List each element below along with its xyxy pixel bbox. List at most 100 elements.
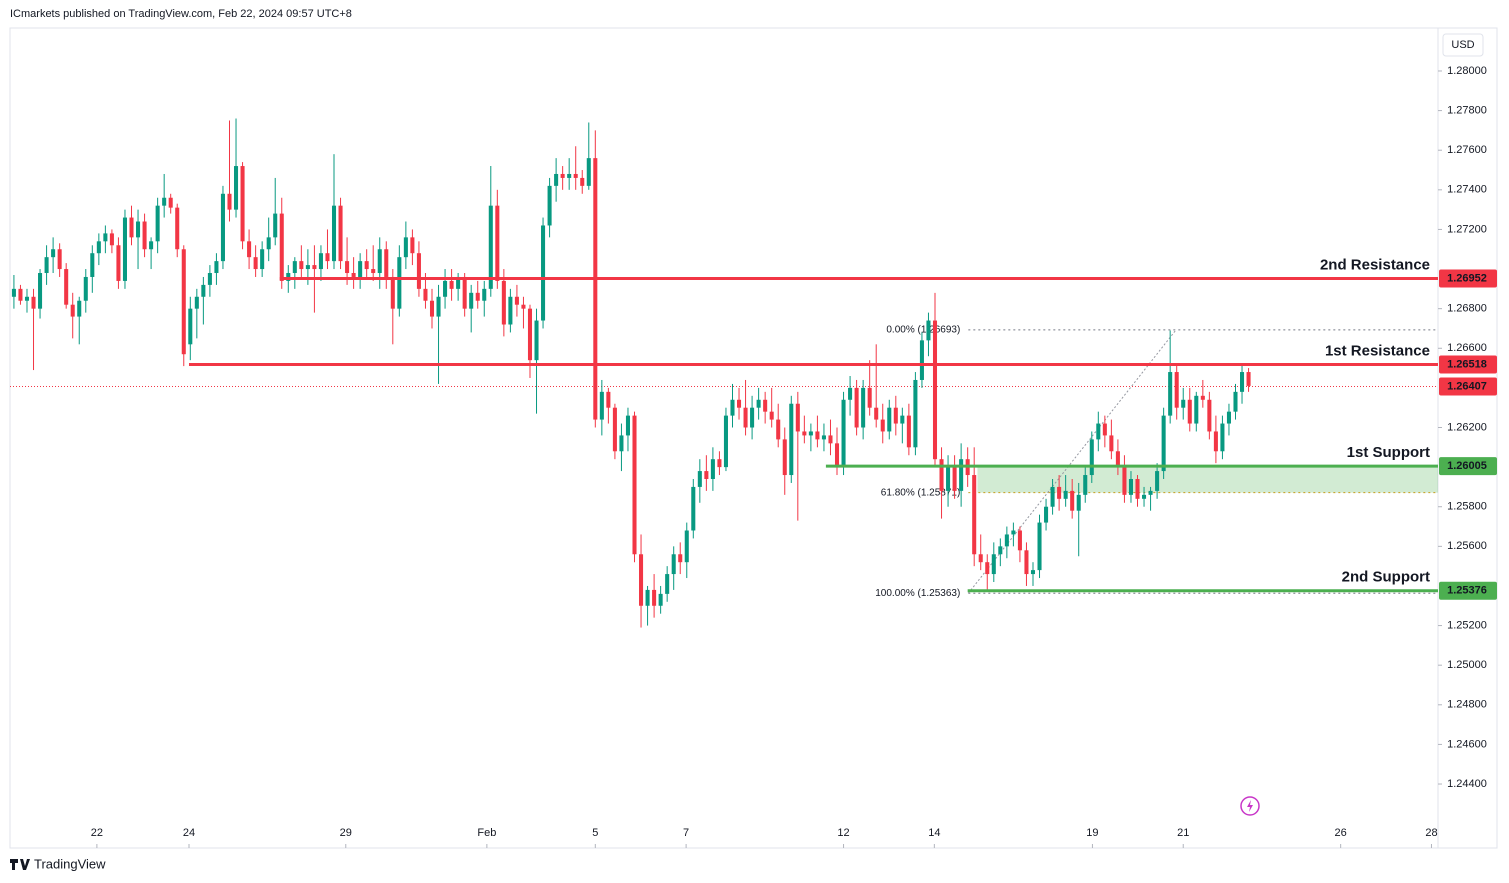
candle-body bbox=[299, 261, 304, 270]
candle-body bbox=[959, 459, 964, 491]
candle-body bbox=[573, 173, 578, 178]
candle-body bbox=[795, 403, 800, 432]
candle-body bbox=[358, 261, 363, 277]
y-tick-label: 1.24400 bbox=[1447, 778, 1487, 790]
candle-body bbox=[710, 459, 715, 479]
candle-body bbox=[560, 173, 565, 178]
candle-body bbox=[390, 276, 395, 309]
candle-body bbox=[488, 205, 493, 289]
fib-label: 0.00% (1.26693) bbox=[886, 324, 960, 335]
candle-body bbox=[1240, 372, 1245, 392]
candle-body bbox=[972, 475, 977, 555]
y-tick-label: 1.26600 bbox=[1447, 342, 1487, 354]
candle-body bbox=[31, 296, 36, 309]
candle-body bbox=[606, 391, 611, 408]
candle-body bbox=[96, 241, 101, 254]
candle-body bbox=[194, 296, 199, 309]
y-tick-label: 1.25800 bbox=[1447, 501, 1487, 513]
candle-body bbox=[952, 467, 957, 491]
candle-body bbox=[599, 391, 604, 420]
candle-body bbox=[253, 257, 258, 270]
candle-body bbox=[318, 253, 323, 270]
candle-body bbox=[834, 443, 840, 468]
candle-body bbox=[469, 292, 474, 309]
candle-body bbox=[887, 407, 892, 432]
candle-body bbox=[44, 257, 49, 274]
candle-body bbox=[1155, 471, 1160, 491]
y-tick-label: 1.24600 bbox=[1447, 738, 1487, 750]
candle-body bbox=[619, 435, 624, 452]
last-price-label: 1.26407 bbox=[1447, 380, 1487, 392]
level-name: 2nd Resistance bbox=[1320, 257, 1430, 274]
y-tick-label: 1.27600 bbox=[1447, 144, 1487, 156]
candle-body bbox=[351, 273, 356, 277]
candle-body bbox=[1207, 399, 1212, 432]
bolt[interactable] bbox=[1247, 800, 1253, 812]
candle-body bbox=[671, 554, 676, 575]
candle-body bbox=[24, 296, 30, 301]
y-tick-label: 1.24800 bbox=[1447, 699, 1487, 711]
bolt-circle[interactable] bbox=[1240, 796, 1260, 816]
candle-body bbox=[1128, 479, 1133, 495]
x-tick-label: 12 bbox=[837, 827, 849, 839]
candle-body bbox=[1083, 475, 1088, 495]
y-tick-label: 1.25000 bbox=[1447, 659, 1487, 671]
candle-body bbox=[90, 253, 95, 277]
candle-body bbox=[103, 233, 108, 242]
y-tick-label: 1.25600 bbox=[1447, 540, 1487, 552]
candle-body bbox=[632, 415, 637, 555]
candle-body bbox=[1213, 431, 1218, 452]
candle-body bbox=[1070, 490, 1075, 511]
currency[interactable]: USD bbox=[1451, 39, 1474, 51]
candle-body bbox=[828, 435, 833, 444]
candle-body bbox=[142, 221, 147, 250]
candle-body bbox=[11, 288, 16, 297]
x-tick-label: 5 bbox=[592, 827, 598, 839]
last-price-box bbox=[1439, 377, 1497, 396]
level-price-box bbox=[1439, 355, 1497, 374]
candle-body bbox=[501, 280, 506, 325]
candle-body bbox=[527, 308, 533, 361]
candle-body bbox=[880, 419, 885, 432]
candle-body bbox=[214, 261, 219, 274]
candle-body bbox=[900, 415, 905, 424]
candle-body bbox=[1050, 486, 1055, 507]
candle-body bbox=[122, 217, 127, 281]
candle-body bbox=[168, 197, 173, 208]
level-price-box bbox=[1439, 457, 1497, 476]
candle-body bbox=[227, 193, 232, 210]
candle-body bbox=[57, 249, 62, 270]
candle-body bbox=[625, 415, 630, 436]
candle-body bbox=[534, 320, 539, 361]
y-tick-label: 1.27400 bbox=[1447, 184, 1487, 196]
candle-body bbox=[554, 173, 559, 186]
candle-body bbox=[1011, 530, 1016, 535]
candle-body bbox=[1122, 467, 1127, 495]
candle-body bbox=[325, 253, 330, 262]
candle-body bbox=[1115, 451, 1120, 468]
candle-body bbox=[1044, 506, 1049, 523]
candle-body bbox=[684, 530, 689, 563]
candle-body bbox=[70, 304, 75, 317]
y-tick-label: 1.25200 bbox=[1447, 619, 1487, 631]
candle-body bbox=[750, 407, 755, 428]
x-tick-label: 24 bbox=[183, 827, 195, 839]
x-tick-label: Feb bbox=[477, 827, 496, 839]
y-tick-label: 1.28000 bbox=[1447, 65, 1487, 77]
candle-body bbox=[1161, 415, 1166, 472]
currency-button[interactable] bbox=[1442, 33, 1484, 57]
x-tick-label: 21 bbox=[1177, 827, 1189, 839]
header: ICmarkets published on TradingView.com, … bbox=[10, 8, 352, 20]
candle-body bbox=[233, 166, 239, 210]
candle-body bbox=[495, 205, 500, 281]
candle-body bbox=[802, 431, 807, 436]
candle-body bbox=[926, 320, 931, 341]
fib-label: 61.80% (1.25871) bbox=[881, 487, 961, 498]
y-tick-label: 1.27800 bbox=[1447, 105, 1487, 117]
candle-body bbox=[547, 185, 552, 226]
bolt-icon[interactable] bbox=[1240, 796, 1260, 816]
candle-body bbox=[1246, 372, 1251, 386]
candle-body bbox=[201, 284, 206, 297]
candle-body bbox=[1102, 423, 1107, 436]
